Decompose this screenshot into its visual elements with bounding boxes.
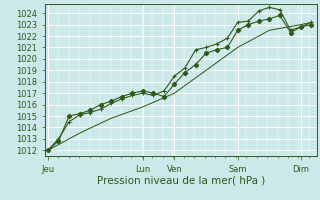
X-axis label: Pression niveau de la mer( hPa ): Pression niveau de la mer( hPa ) — [97, 175, 265, 185]
